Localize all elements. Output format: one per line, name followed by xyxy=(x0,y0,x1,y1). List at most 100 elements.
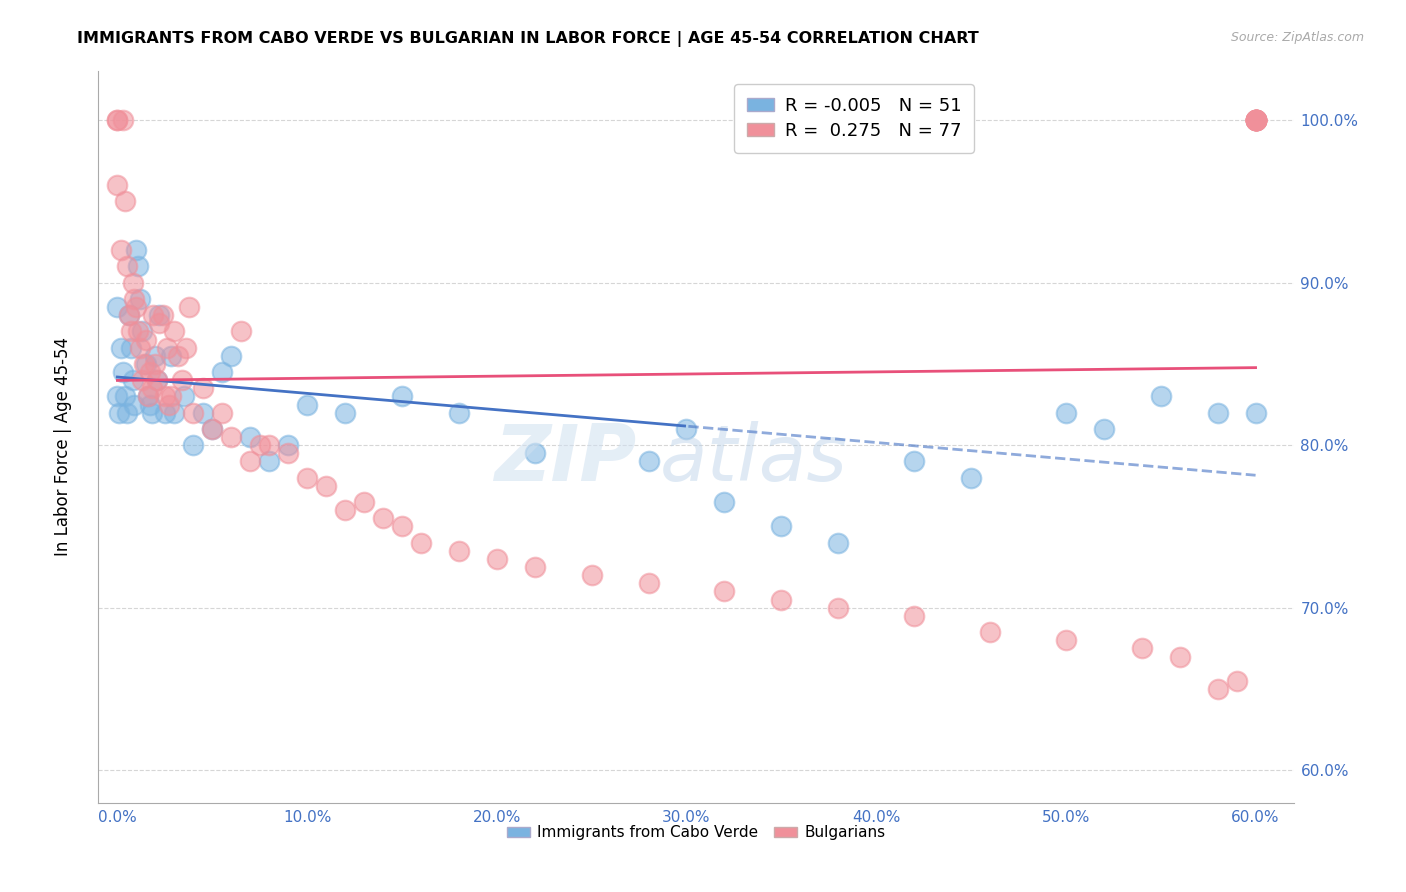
Point xyxy=(135,333,157,347)
Point xyxy=(1244,113,1267,128)
Point xyxy=(131,373,153,387)
Point xyxy=(167,349,190,363)
Point xyxy=(174,341,197,355)
Point xyxy=(173,389,195,403)
Point xyxy=(1244,113,1267,128)
Point xyxy=(153,389,176,403)
Point xyxy=(581,568,603,582)
Point xyxy=(120,325,142,339)
Text: ZIP: ZIP xyxy=(494,421,637,497)
Point xyxy=(391,389,413,403)
Point xyxy=(118,308,141,322)
Point xyxy=(138,398,160,412)
Point xyxy=(211,406,233,420)
Point xyxy=(146,373,169,387)
Point xyxy=(1244,113,1267,128)
Point xyxy=(211,365,233,379)
Point xyxy=(115,260,138,274)
Point xyxy=(1244,113,1267,128)
Point xyxy=(391,519,413,533)
Point xyxy=(148,308,170,322)
Text: IMMIGRANTS FROM CABO VERDE VS BULGARIAN IN LABOR FORCE | AGE 45-54 CORRELATION C: IMMIGRANTS FROM CABO VERDE VS BULGARIAN … xyxy=(77,31,979,47)
Point xyxy=(1244,113,1267,128)
Point xyxy=(143,349,166,363)
Point xyxy=(637,454,659,468)
Point xyxy=(156,341,179,355)
Point xyxy=(1130,641,1153,656)
Point xyxy=(239,430,262,444)
Point xyxy=(409,535,432,549)
Point xyxy=(112,113,135,128)
Point xyxy=(138,365,160,379)
Point xyxy=(333,406,356,420)
Point xyxy=(239,454,262,468)
Point xyxy=(124,292,146,306)
Point xyxy=(1150,389,1173,403)
Point xyxy=(1244,113,1267,128)
Point xyxy=(157,398,180,412)
Point xyxy=(827,600,849,615)
Point xyxy=(136,389,159,403)
Point xyxy=(163,406,186,420)
Point xyxy=(132,357,155,371)
Point xyxy=(1206,406,1229,420)
Point xyxy=(333,503,356,517)
Point xyxy=(1092,422,1115,436)
Point xyxy=(1244,113,1267,128)
Point xyxy=(163,325,186,339)
Point xyxy=(229,325,252,339)
Point xyxy=(1244,113,1267,128)
Point xyxy=(105,389,128,403)
Point xyxy=(141,381,163,395)
Legend: Immigrants from Cabo Verde, Bulgarians: Immigrants from Cabo Verde, Bulgarians xyxy=(501,819,891,847)
Point xyxy=(295,398,318,412)
Point xyxy=(447,406,470,420)
Point xyxy=(131,325,153,339)
Point xyxy=(770,519,793,533)
Point xyxy=(105,300,128,314)
Point xyxy=(201,422,224,436)
Point xyxy=(142,308,165,322)
Point xyxy=(127,325,149,339)
Point xyxy=(295,471,318,485)
Point xyxy=(219,430,242,444)
Point xyxy=(141,406,163,420)
Point xyxy=(112,365,135,379)
Point xyxy=(125,243,148,257)
Point xyxy=(523,446,546,460)
Point xyxy=(1244,406,1267,420)
Point xyxy=(713,584,735,599)
Point xyxy=(1054,406,1077,420)
Point xyxy=(115,406,138,420)
Point xyxy=(136,389,159,403)
Point xyxy=(159,389,181,403)
Point xyxy=(960,471,983,485)
Point xyxy=(371,511,394,525)
Point xyxy=(353,495,375,509)
Point xyxy=(135,357,157,371)
Point xyxy=(191,381,214,395)
Point xyxy=(191,406,214,420)
Text: atlas: atlas xyxy=(661,421,848,497)
Point xyxy=(1244,113,1267,128)
Point xyxy=(143,357,166,371)
Point xyxy=(713,495,735,509)
Point xyxy=(770,592,793,607)
Point xyxy=(277,446,299,460)
Point xyxy=(125,300,148,314)
Point xyxy=(114,389,136,403)
Point xyxy=(219,349,242,363)
Point xyxy=(181,438,204,452)
Point xyxy=(159,349,181,363)
Point xyxy=(108,406,131,420)
Point xyxy=(903,608,925,623)
Point xyxy=(146,373,169,387)
Point xyxy=(120,341,142,355)
Point xyxy=(903,454,925,468)
Point xyxy=(110,243,132,257)
Text: In Labor Force | Age 45-54: In Labor Force | Age 45-54 xyxy=(55,336,72,556)
Point xyxy=(114,194,136,209)
Point xyxy=(124,398,146,412)
Point xyxy=(1244,113,1267,128)
Point xyxy=(170,373,193,387)
